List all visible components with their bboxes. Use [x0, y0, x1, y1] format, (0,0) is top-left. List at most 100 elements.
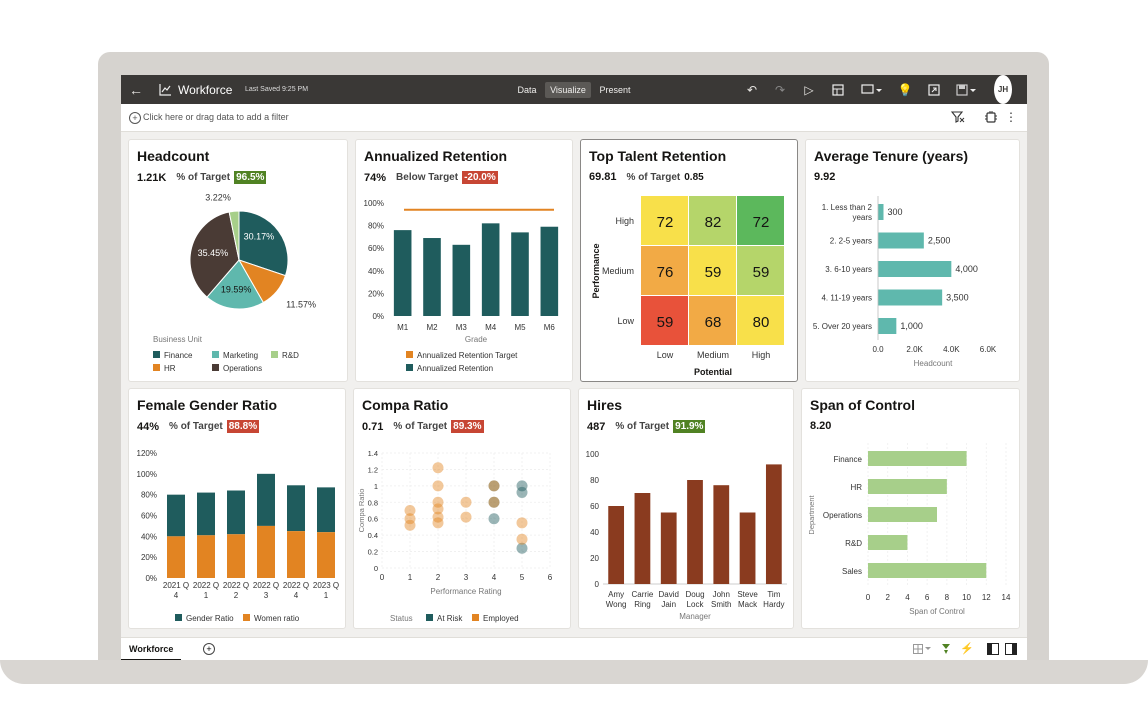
redo-icon[interactable]: ↷ [774, 82, 786, 97]
kpi-badge: 96.5% [234, 171, 267, 184]
compa-scatter-chart[interactable]: 0 0.2 0.4 0.6 0.8 1 1.2 1.4 0 1 2 3 4 5 6 Performance R… [354, 439, 570, 629]
heatmap-value: 80 [753, 314, 770, 331]
heatmap-value: 72 [753, 214, 770, 231]
filter-clear-icon[interactable] [950, 111, 965, 125]
sheet-tab-workforce[interactable]: Workforce [121, 638, 182, 660]
more-vertical-icon[interactable]: ⋮ [1005, 110, 1017, 124]
card-title: Annualized Retention [364, 148, 508, 164]
add-filter-icon[interactable]: + [129, 112, 141, 124]
add-sheet-button[interactable]: + [203, 643, 215, 655]
x-tick-label: Wong [606, 600, 627, 609]
save-icon[interactable] [952, 75, 982, 104]
y-tick-label: 1. Less than 2 [822, 203, 873, 212]
tab-visualize[interactable]: Visualize [545, 81, 591, 98]
data-actions-icon[interactable] [828, 75, 848, 104]
bar-women-ratio [167, 536, 185, 578]
gender-card[interactable]: Female Gender Ratio 44% % of Target 88.8… [128, 388, 346, 629]
scatter-point [516, 533, 528, 545]
legend-swatch [426, 614, 433, 621]
headcount-pie-chart[interactable]: 30.17% 11.57% 19.59% 35.45% 3.22% Business Un… [129, 190, 347, 380]
y-tick-label: 0.6 [368, 515, 378, 524]
avatar[interactable]: JH [994, 75, 1012, 104]
compa-card[interactable]: Compa Ratio 0.71 % of Target 89.3% 0 0.2 0… [353, 388, 571, 629]
headcount-card[interactable]: Headcount 1.21K % of Target 96.5% 30.17%… [128, 139, 348, 382]
undo-icon[interactable]: ↶ [746, 82, 758, 97]
grid-icon[interactable] [913, 644, 933, 656]
hires-card[interactable]: Hires 487 % of Target 91.9% 0 20 40 60 80 100… [578, 388, 794, 629]
bar [481, 223, 500, 316]
legend-swatch [212, 364, 219, 371]
y-tick-label: 60 [590, 502, 599, 511]
kpi-row: 9.92 [814, 171, 835, 183]
y-tick-label: HR [850, 483, 862, 492]
laptop-base [0, 660, 1148, 684]
bar [878, 261, 952, 277]
x-axis-title: Grade [465, 335, 488, 344]
x-tick-label: 1 [204, 591, 209, 600]
legend-swatch [153, 351, 160, 358]
bar-value-label: 3,500 [946, 293, 969, 303]
x-tick-label: 0 [380, 573, 385, 582]
legend-swatch [212, 351, 219, 358]
kpi-row: 74% Below Target -20.0% [364, 171, 498, 184]
y-tick-label: 40 [590, 528, 599, 537]
heatmap-value: 59 [753, 264, 770, 281]
x-tick-label: 4.0K [943, 345, 960, 354]
row-label: Medium [602, 266, 634, 276]
bar [868, 563, 987, 578]
x-tick-label: Lock [687, 600, 705, 609]
retention-card[interactable]: Annualized Retention 74% Below Target -2… [355, 139, 573, 382]
filter-drop-zone[interactable]: Click here or drag data to add a filter [143, 112, 289, 122]
x-tick-label: Amy [608, 590, 624, 599]
y-tick-label: 3. 6-10 years [825, 265, 872, 274]
y-tick-label: 0% [372, 312, 384, 321]
x-tick-label: M6 [544, 323, 556, 332]
lightbulb-icon[interactable]: 💡 [897, 82, 913, 97]
tab-present[interactable]: Present [599, 84, 631, 95]
legend-label: Finance [164, 351, 193, 360]
legend-title: Business Unit [153, 335, 203, 344]
tab-data[interactable]: Data [517, 84, 537, 95]
x-tick-label: 14 [1002, 593, 1011, 602]
comment-icon[interactable] [857, 75, 887, 104]
heatmap-cell [737, 196, 784, 245]
talent-heatmap[interactable]: 72 82 72 76 59 59 59 68 80 High Medium Low Low Medium… [581, 190, 797, 380]
export-icon[interactable] [924, 75, 944, 104]
talent-card[interactable]: Top Talent Retention 69.81 % of Target 0… [580, 139, 798, 382]
x-axis-title: Potential [694, 367, 732, 377]
y-tick-label: 80% [368, 222, 384, 231]
x-tick-label: Hardy [763, 600, 784, 609]
y-tick-label: 80% [141, 491, 157, 500]
tenure-card[interactable]: Average Tenure (years) 9.92 300 1. Less t… [805, 139, 1020, 382]
legend-label: HR [164, 364, 176, 373]
kpi-row: 1.21K % of Target 96.5% [137, 171, 267, 184]
layout-left-icon[interactable] [987, 643, 999, 657]
bar [878, 289, 943, 306]
scatter-point [488, 496, 500, 508]
back-arrow-icon[interactable]: ← [129, 81, 143, 98]
bar-gender-ratio [257, 473, 275, 526]
bar-value-label: 4,000 [955, 264, 978, 274]
refresh-icon[interactable] [941, 643, 951, 657]
workbook-title[interactable]: Workforce [178, 82, 233, 97]
retention-bar-chart[interactable]: 0% 20% 40% 60% 80% 100% M1 M2 M3 M4 M5 M6 Grade Annua… [356, 190, 572, 380]
bar [423, 238, 441, 316]
auto-insights-icon[interactable] [985, 111, 997, 126]
bar-value-label: 2,500 [928, 236, 951, 246]
col-label: Medium [697, 350, 729, 360]
lightning-icon[interactable]: ⚡ [960, 643, 974, 655]
x-tick-label: 4 [905, 593, 910, 602]
bar-value-label: 1,000 [900, 321, 923, 331]
layout-right-icon[interactable] [1005, 643, 1017, 657]
span-card[interactable]: Span of Control 8.20 0 2 4 6 8 10 12 14 Finance H… [801, 388, 1020, 629]
span-bar-chart[interactable]: 0 2 4 6 8 10 12 14 Finance HR Operations R&D Sales Sp… [802, 439, 1019, 629]
kpi-value: 1.21K [137, 171, 167, 184]
play-icon[interactable]: ▷ [804, 82, 814, 97]
filter-bar: + Click here or drag data to add a filte… [121, 104, 1027, 132]
bar [765, 464, 782, 584]
x-tick-label: M4 [485, 323, 497, 332]
y-tick-label: Finance [834, 455, 863, 464]
